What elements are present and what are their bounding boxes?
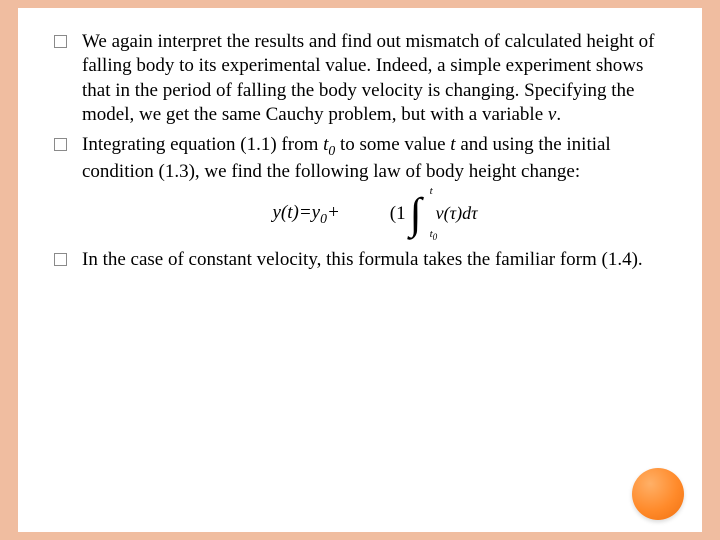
- body-text: Integrating equation (1.1) from: [82, 134, 323, 155]
- integrand: v(τ)dτ: [436, 202, 478, 225]
- formula-label: (1: [390, 202, 406, 226]
- body-text: to some value: [335, 134, 450, 155]
- list-item: We again interpret the results and find …: [52, 30, 668, 127]
- list-item: Integrating equation (1.1) from t0 to so…: [52, 133, 668, 240]
- formula-y: y(t)=y: [272, 202, 320, 223]
- accent-circle-icon: [632, 468, 684, 520]
- integral-lower: t0: [430, 227, 438, 244]
- border-right: [702, 0, 720, 540]
- border-bottom: [0, 532, 720, 540]
- border-top: [0, 0, 720, 8]
- border-left: [0, 0, 18, 540]
- formula-rhs: (1 t ∫ t0 v(τ)dτ: [390, 188, 478, 240]
- body-text: In the case of constant velocity, this f…: [82, 249, 643, 270]
- body-text: We again interpret the results and find …: [82, 31, 655, 125]
- formula-plus: +: [327, 202, 340, 223]
- int-lower-sub: 0: [433, 232, 438, 242]
- integral-sign: ∫: [410, 192, 422, 236]
- formula-y-sub: 0: [320, 211, 327, 226]
- list-item: In the case of constant velocity, this f…: [52, 248, 668, 272]
- formula-lhs: y(t)=y0+: [272, 201, 339, 227]
- integral-icon: t ∫ t0 v(τ)dτ: [410, 188, 478, 240]
- slide-frame: We again interpret the results and find …: [0, 0, 720, 540]
- bullet-list: We again interpret the results and find …: [52, 30, 668, 272]
- formula-row: y(t)=y0+ (1 t ∫ t0 v(τ)dτ: [82, 188, 668, 240]
- variable-t0: t0: [323, 134, 335, 155]
- integral-upper: t: [430, 184, 433, 198]
- slide-content: We again interpret the results and find …: [52, 30, 668, 510]
- body-text: .: [556, 104, 561, 125]
